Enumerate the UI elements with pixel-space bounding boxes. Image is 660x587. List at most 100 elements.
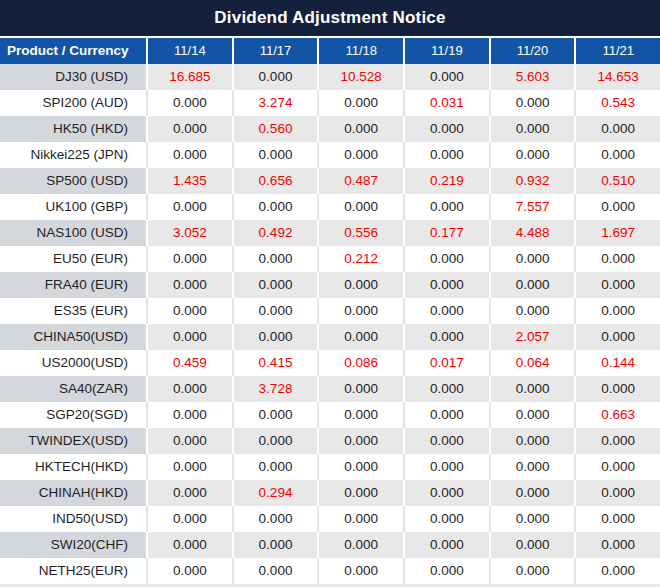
value-cell: 0.219 xyxy=(405,168,491,194)
value-cell: 0.000 xyxy=(405,272,491,298)
value-cell: 0.144 xyxy=(576,350,660,376)
value-cell: 0.000 xyxy=(319,298,405,324)
value-cell: 0.000 xyxy=(148,246,234,272)
table-row: DJ30 (USD)16.6850.00010.5280.0005.60314.… xyxy=(0,64,660,90)
value-cell: 0.017 xyxy=(405,350,491,376)
product-cell: SWI20(CHF) xyxy=(0,532,148,558)
value-cell: 0.000 xyxy=(148,272,234,298)
value-cell: 0.000 xyxy=(576,480,660,506)
value-cell: 0.000 xyxy=(491,454,577,480)
value-cell: 0.000 xyxy=(405,480,491,506)
table-row: SGP20(SGD)0.0000.0000.0000.0000.0000.663 xyxy=(0,402,660,428)
product-cell: TWINDEX(USD) xyxy=(0,428,148,454)
value-cell: 0.000 xyxy=(319,480,405,506)
value-cell: 0.000 xyxy=(491,142,577,168)
value-cell: 7.557 xyxy=(491,194,577,220)
value-cell: 0.000 xyxy=(491,558,577,584)
value-cell: 0.459 xyxy=(148,350,234,376)
value-cell: 0.000 xyxy=(319,558,405,584)
value-cell: 0.000 xyxy=(319,142,405,168)
table-row: FRA40 (EUR)0.0000.0000.0000.0000.0000.00… xyxy=(0,272,660,298)
value-cell: 0.000 xyxy=(405,428,491,454)
table-row: CHINAH(HKD)0.0000.2940.0000.0000.0000.00… xyxy=(0,480,660,506)
value-cell: 0.000 xyxy=(405,558,491,584)
value-cell: 0.177 xyxy=(405,220,491,246)
column-header-date: 11/18 xyxy=(319,38,405,64)
table-row: EU50 (EUR)0.0000.0000.2120.0000.0000.000 xyxy=(0,246,660,272)
value-cell: 3.274 xyxy=(234,90,320,116)
value-cell: 0.000 xyxy=(148,194,234,220)
value-cell: 0.031 xyxy=(405,90,491,116)
value-cell: 0.000 xyxy=(491,428,577,454)
value-cell: 0.000 xyxy=(405,194,491,220)
value-cell: 0.000 xyxy=(405,298,491,324)
value-cell: 0.000 xyxy=(576,324,660,350)
value-cell: 0.000 xyxy=(234,298,320,324)
value-cell: 0.000 xyxy=(234,428,320,454)
value-cell: 0.000 xyxy=(491,246,577,272)
value-cell: 0.000 xyxy=(491,506,577,532)
value-cell: 0.000 xyxy=(576,272,660,298)
value-cell: 16.685 xyxy=(148,64,234,90)
value-cell: 0.000 xyxy=(405,376,491,402)
table-row: TWINDEX(USD)0.0000.0000.0000.0000.0000.0… xyxy=(0,428,660,454)
value-cell: 0.000 xyxy=(148,90,234,116)
value-cell: 0.000 xyxy=(234,324,320,350)
column-header-date: 11/17 xyxy=(234,38,320,64)
value-cell: 0.000 xyxy=(148,532,234,558)
table-row: US2000(USD)0.4590.4150.0860.0170.0640.14… xyxy=(0,350,660,376)
column-header-date: 11/20 xyxy=(491,38,577,64)
product-cell: CHINAH(HKD) xyxy=(0,480,148,506)
value-cell: 0.000 xyxy=(234,194,320,220)
value-cell: 0.000 xyxy=(319,376,405,402)
value-cell: 0.000 xyxy=(148,558,234,584)
value-cell: 0.000 xyxy=(491,532,577,558)
value-cell: 0.000 xyxy=(234,402,320,428)
value-cell: 0.000 xyxy=(491,116,577,142)
value-cell: 0.000 xyxy=(576,454,660,480)
value-cell: 0.000 xyxy=(405,142,491,168)
product-cell: HKTECH(HKD) xyxy=(0,454,148,480)
product-cell: SA40(ZAR) xyxy=(0,376,148,402)
table-row: IND50(USD)0.0000.0000.0000.0000.0000.000 xyxy=(0,506,660,532)
value-cell: 0.000 xyxy=(148,376,234,402)
value-cell: 0.294 xyxy=(234,480,320,506)
value-cell: 0.543 xyxy=(576,90,660,116)
value-cell: 0.000 xyxy=(405,64,491,90)
product-cell: IND50(USD) xyxy=(0,506,148,532)
value-cell: 0.000 xyxy=(576,376,660,402)
value-cell: 2.057 xyxy=(491,324,577,350)
value-cell: 0.000 xyxy=(576,194,660,220)
value-cell: 0.000 xyxy=(491,480,577,506)
table-row: UK100 (GBP)0.0000.0000.0000.0007.5570.00… xyxy=(0,194,660,220)
product-cell: SGP20(SGD) xyxy=(0,402,148,428)
value-cell: 0.000 xyxy=(148,402,234,428)
value-cell: 0.000 xyxy=(148,454,234,480)
value-cell: 0.000 xyxy=(576,116,660,142)
product-cell: FRA40 (EUR) xyxy=(0,272,148,298)
table-header-row: Product / Currency 11/1411/1711/1811/191… xyxy=(0,38,660,64)
value-cell: 0.000 xyxy=(319,272,405,298)
value-cell: 0.212 xyxy=(319,246,405,272)
table-row: SP500 (USD)1.4350.6560.4870.2190.9320.51… xyxy=(0,168,660,194)
page-title: Dividend Adjustment Notice xyxy=(0,0,660,36)
value-cell: 0.000 xyxy=(319,402,405,428)
value-cell: 0.000 xyxy=(319,324,405,350)
value-cell: 3.728 xyxy=(234,376,320,402)
value-cell: 1.697 xyxy=(576,220,660,246)
value-cell: 0.000 xyxy=(319,194,405,220)
value-cell: 0.000 xyxy=(405,454,491,480)
value-cell: 0.000 xyxy=(234,64,320,90)
table-row: NAS100 (USD)3.0520.4920.5560.1774.4881.6… xyxy=(0,220,660,246)
product-cell: CHINA50(USD) xyxy=(0,324,148,350)
value-cell: 0.000 xyxy=(234,532,320,558)
value-cell: 0.487 xyxy=(319,168,405,194)
value-cell: 4.488 xyxy=(491,220,577,246)
value-cell: 0.000 xyxy=(491,376,577,402)
dividend-notice-panel: Dividend Adjustment Notice Product / Cur… xyxy=(0,0,660,587)
value-cell: 0.000 xyxy=(491,272,577,298)
value-cell: 0.000 xyxy=(576,246,660,272)
table-row: HK50 (HKD)0.0000.5600.0000.0000.0000.000 xyxy=(0,116,660,142)
value-cell: 0.000 xyxy=(491,402,577,428)
value-cell: 0.000 xyxy=(234,558,320,584)
